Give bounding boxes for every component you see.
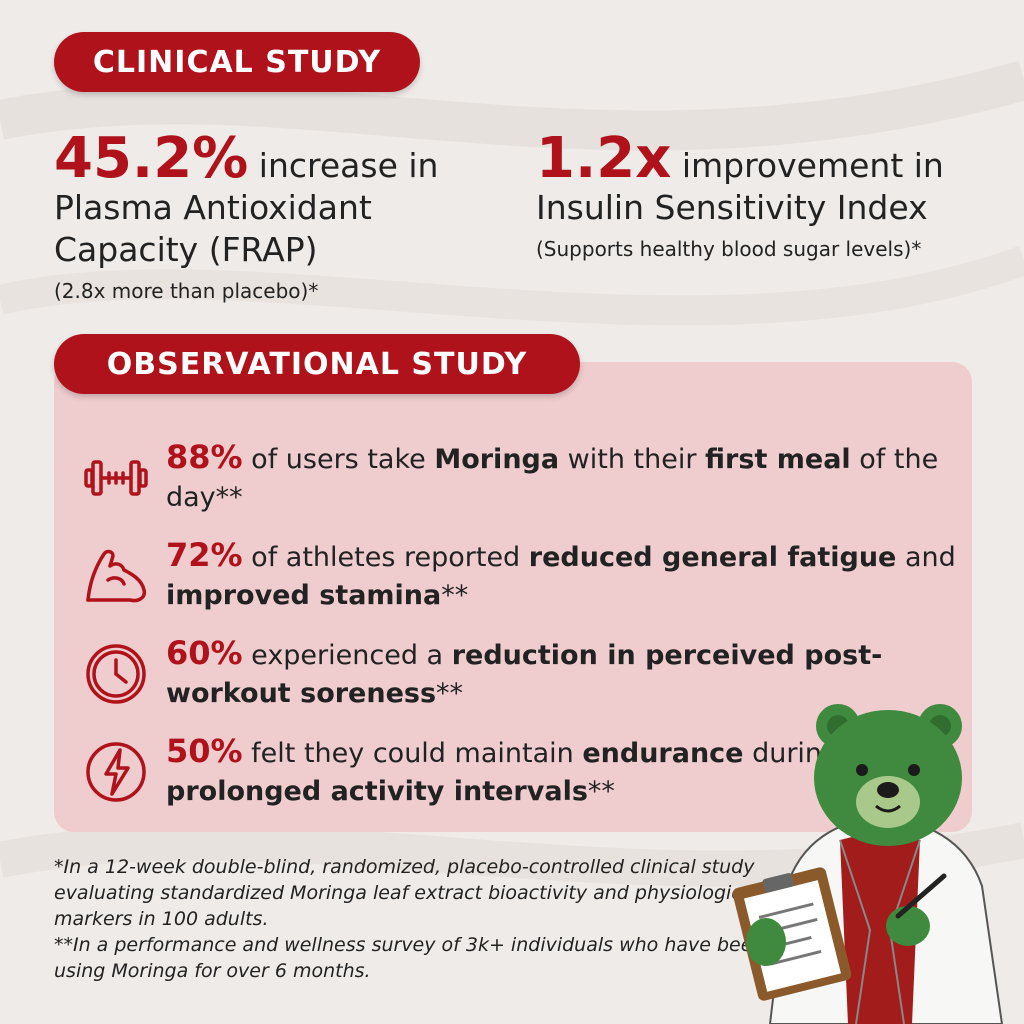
frap-text-rest: Plasma Antioxidant Capacity (FRAP) xyxy=(54,188,372,269)
obs-item-text: 88% of users take Moringa with their fir… xyxy=(166,438,960,517)
footnote-clinical: *In a 12-week double-blind, randomized, … xyxy=(54,856,759,930)
footnote-survey: **In a performance and wellness survey o… xyxy=(54,934,765,982)
obs-item-text: 72% of athletes reported reduced general… xyxy=(166,536,960,615)
obs-item-first-meal: 88% of users take Moringa with their fir… xyxy=(80,438,960,517)
obs-text-part: and xyxy=(896,542,956,573)
frap-stat: 45.2% increase in Plasma Antioxidant Cap… xyxy=(54,131,494,305)
obs-text-bold: endurance xyxy=(582,738,744,769)
obs-text-part: of users take xyxy=(242,444,435,475)
obs-text-bold: first meal xyxy=(705,444,851,475)
obs-percent: 50% xyxy=(166,732,243,770)
obs-text-bold: reduction in perceived post-workout sore… xyxy=(166,640,883,709)
obs-percent: 88% xyxy=(166,438,243,476)
obs-text-part: ** xyxy=(587,776,615,807)
insulin-text-rest: Insulin Sensitivity Index xyxy=(536,188,928,227)
obs-text-part: experienced a xyxy=(242,640,452,671)
footnotes: *In a 12-week double-blind, randomized, … xyxy=(54,854,774,984)
obs-percent: 60% xyxy=(166,634,243,672)
lightning-icon xyxy=(86,742,146,802)
frap-subtext: (2.8x more than placebo)* xyxy=(54,279,319,303)
obs-text-bold: reduced general fatigue xyxy=(528,542,897,573)
obs-text-part: ** xyxy=(436,678,464,709)
obs-item-fatigue: 72% of athletes reported reduced general… xyxy=(80,536,960,615)
insulin-subtext: (Supports healthy blood sugar levels)* xyxy=(536,237,922,261)
observational-study-heading: OBSERVATIONAL STUDY xyxy=(54,334,580,394)
obs-text-part: of the day** xyxy=(166,444,939,513)
obs-item-endurance: 50% felt they could maintain endurance d… xyxy=(80,732,960,811)
frap-text-inline: increase in xyxy=(258,146,439,185)
obs-text-bold: improved stamina xyxy=(166,580,442,611)
obs-item-text: 50% felt they could maintain endurance d… xyxy=(166,732,960,811)
obs-text-part: ** xyxy=(441,580,469,611)
obs-text-part: with their xyxy=(559,444,706,475)
flexed-arm-icon xyxy=(86,549,147,603)
obs-text-bold: Moringa xyxy=(434,444,560,475)
clinical-study-heading: CLINICAL STUDY xyxy=(54,32,420,92)
obs-percent: 72% xyxy=(166,536,243,574)
obs-text-part: felt they could maintain xyxy=(242,738,583,769)
insulin-value: 1.2x xyxy=(536,126,672,191)
obs-text-part: of athletes reported xyxy=(242,542,529,573)
obs-item-soreness: 60% experienced a reduction in perceived… xyxy=(80,634,960,713)
frap-value: 45.2% xyxy=(54,126,249,191)
dumbbell-icon xyxy=(84,460,148,496)
obs-text-bold: prolonged activity intervals xyxy=(166,776,588,807)
bear-doctor-mascot xyxy=(732,704,1004,1024)
obs-item-text: 60% experienced a reduction in perceived… xyxy=(166,634,960,713)
insulin-stat: 1.2x improvement in Insulin Sensitivity … xyxy=(536,131,1006,263)
clock-icon xyxy=(86,644,146,704)
insulin-text-inline: improvement in xyxy=(681,146,944,185)
